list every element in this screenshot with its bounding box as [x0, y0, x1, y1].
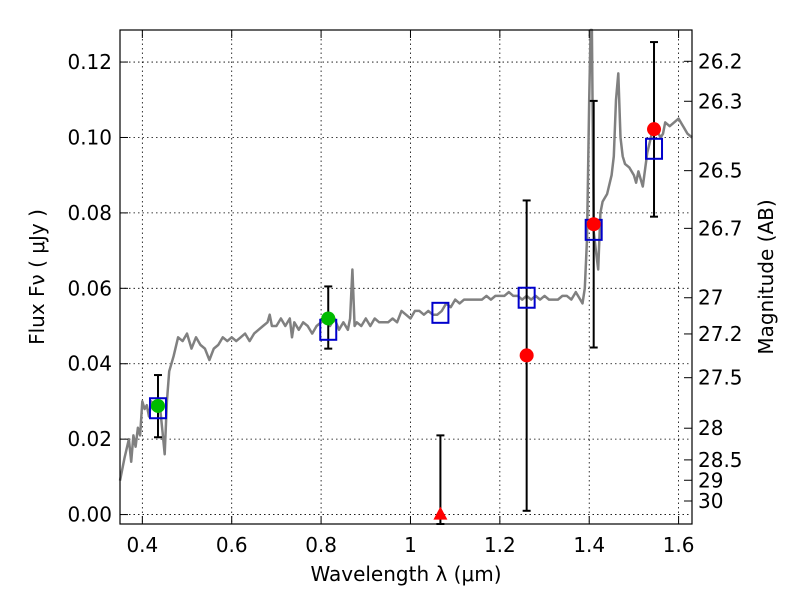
y-tick-label: 0.12	[67, 50, 112, 74]
y-tick-label: 0.04	[67, 352, 112, 376]
magnitude-tick-label: 27.2	[698, 322, 743, 346]
magnitude-tick-label: 27	[698, 286, 723, 310]
model-photometry-square	[645, 137, 664, 160]
magnitude-tick-label: 28	[698, 416, 723, 440]
magnitude-tick-label: 30	[698, 489, 723, 513]
grid	[120, 30, 692, 524]
y-tick-labels: 0.00 0.02 0.04 0.06 0.08 0.10 0.12	[67, 50, 112, 527]
magnitude-tick-label: 26.3	[698, 89, 743, 113]
x-tick-label: 1	[404, 533, 417, 557]
observed-markers	[150, 122, 662, 520]
axis-ticks	[120, 30, 692, 524]
magnitude-tick-label: 26.7	[698, 216, 743, 240]
x-tick-label: 1.4	[573, 533, 605, 557]
observed-point	[586, 217, 601, 232]
x-tick-label: 0.4	[126, 533, 158, 557]
spectrum-line	[118, 28, 693, 481]
x-tick-label: 1.6	[663, 533, 695, 557]
spectrum-series	[118, 28, 693, 481]
observed-point	[321, 311, 336, 326]
x-tick-label: 1.2	[484, 533, 516, 557]
magnitude-tick-label: 29	[698, 468, 723, 492]
x-axis-label: Wavelength λ (μm)	[310, 562, 501, 586]
x-tick-label: 0.8	[305, 533, 337, 557]
y-axis-label: Flux Fν ( μJy )	[25, 209, 49, 345]
y-tick-label: 0.08	[67, 201, 112, 225]
upper-limit-marker	[433, 506, 448, 520]
right-axis-label: Magnitude (AB)	[754, 199, 778, 354]
observed-point	[647, 122, 662, 137]
plot-frame	[119, 29, 693, 525]
magnitude-tick-label: 27.5	[698, 366, 743, 390]
y-tick-label: 0.00	[67, 503, 112, 527]
magnitude-tick-label: 26.2	[698, 49, 743, 73]
model-photometry-square	[517, 286, 536, 309]
x-tick-labels: 0.4 0.6 0.8 1 1.2 1.4 1.6	[126, 533, 694, 557]
x-tick-label: 0.6	[216, 533, 248, 557]
magnitude-tick-label: 26.5	[698, 159, 743, 183]
observed-point	[150, 398, 165, 413]
y-tick-label: 0.10	[67, 125, 112, 149]
observed-point	[519, 348, 534, 363]
y-tick-label: 0.02	[67, 427, 112, 451]
y-tick-label: 0.06	[67, 276, 112, 300]
model-photometry-square	[148, 397, 167, 420]
model-photometry-square	[431, 301, 450, 324]
magnitude-tick-label: 28.5	[698, 448, 743, 472]
